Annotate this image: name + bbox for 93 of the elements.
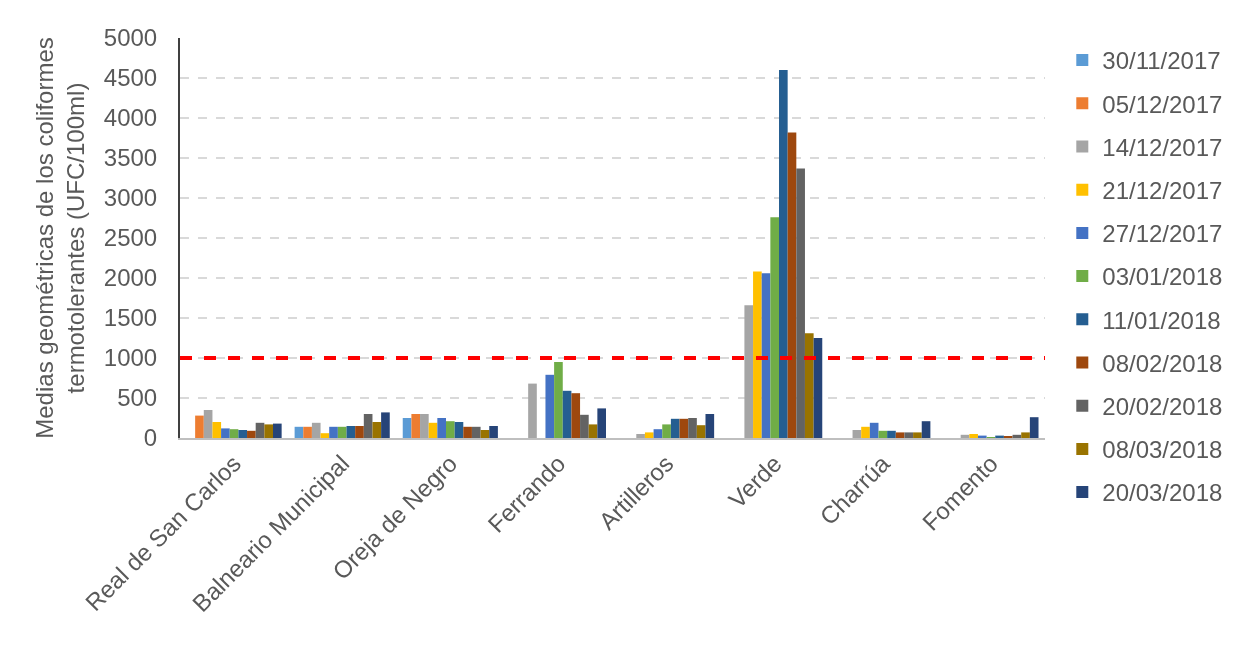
bar xyxy=(480,430,490,438)
legend-label: 08/03/2018 xyxy=(1102,436,1223,464)
bar xyxy=(545,374,555,438)
y-tick-label: 3000 xyxy=(103,184,158,212)
bar xyxy=(372,422,382,438)
legend-label: 20/02/2018 xyxy=(1102,393,1223,421)
legend-label: 21/12/2017 xyxy=(1102,177,1223,205)
bar xyxy=(969,434,978,438)
bar xyxy=(255,422,265,438)
bar xyxy=(813,338,823,438)
bar xyxy=(463,426,472,438)
bar xyxy=(554,362,563,438)
bar xyxy=(696,425,706,438)
bar xyxy=(571,393,581,438)
y-tick-label: 5000 xyxy=(103,24,158,52)
bar xyxy=(921,421,931,438)
legend-label: 20/03/2018 xyxy=(1102,479,1223,507)
bar xyxy=(272,423,282,438)
bar xyxy=(229,429,239,438)
bar xyxy=(688,418,697,438)
y-tick-label: 500 xyxy=(117,384,158,412)
bar xyxy=(411,414,421,438)
bar xyxy=(420,414,429,438)
y-axis-title: Medias geométricas de los coliformes termotolerantes (UFC/100ml) xyxy=(31,37,90,439)
bar xyxy=(779,70,788,438)
bar xyxy=(303,426,312,438)
bar xyxy=(381,412,390,438)
bar xyxy=(489,426,498,438)
bar xyxy=(337,426,347,438)
bar xyxy=(437,418,446,438)
bar xyxy=(1021,432,1030,438)
y-tick-label: 1500 xyxy=(103,304,158,332)
bar xyxy=(869,422,879,438)
bar xyxy=(320,433,330,438)
legend-label: 08/02/2018 xyxy=(1102,349,1223,377)
bar xyxy=(770,217,780,438)
y-tick-label: 2000 xyxy=(103,264,158,292)
bar xyxy=(1029,417,1039,438)
bar xyxy=(913,432,922,438)
legend-label: 14/12/2017 xyxy=(1102,133,1223,161)
legend-label: 11/01/2018 xyxy=(1102,306,1221,334)
y-tick-label: 3500 xyxy=(103,144,158,172)
bar xyxy=(662,424,671,438)
bar xyxy=(705,414,715,438)
bar xyxy=(528,383,537,438)
y-tick-label: 1000 xyxy=(103,344,158,372)
bar xyxy=(588,424,598,438)
legend-label: 30/11/2017 xyxy=(1102,47,1221,75)
bar xyxy=(346,426,356,438)
bar xyxy=(670,418,680,438)
y-tick-label: 4000 xyxy=(103,104,158,132)
bar xyxy=(203,410,213,438)
bar xyxy=(562,390,572,438)
bar xyxy=(428,422,438,438)
bar xyxy=(753,271,762,438)
bar xyxy=(787,132,797,438)
bar xyxy=(195,415,204,438)
bar xyxy=(355,426,364,438)
legend-label: 03/01/2018 xyxy=(1102,263,1223,291)
bar xyxy=(804,333,814,438)
bar xyxy=(861,426,870,438)
bar xyxy=(454,422,464,438)
bar xyxy=(311,422,321,438)
bar xyxy=(363,414,373,438)
y-tick-label: 4500 xyxy=(103,64,158,92)
bar xyxy=(887,430,896,438)
bar xyxy=(644,432,654,438)
bar xyxy=(904,432,914,438)
bar xyxy=(580,414,589,438)
bar xyxy=(895,432,905,438)
y-tick-label: 2500 xyxy=(103,224,158,252)
y-tick-label: 0 xyxy=(143,424,158,452)
bar xyxy=(761,273,771,438)
bar xyxy=(852,430,862,438)
bar xyxy=(294,426,304,438)
bar xyxy=(445,421,455,438)
bar xyxy=(653,429,663,438)
bar xyxy=(402,418,412,438)
bar xyxy=(221,428,230,438)
bar xyxy=(247,430,256,438)
bar xyxy=(212,422,222,438)
legend-label: 27/12/2017 xyxy=(1102,220,1223,248)
bar xyxy=(796,168,805,438)
bar xyxy=(878,430,888,438)
bar xyxy=(329,426,338,438)
bar xyxy=(744,305,754,438)
bar xyxy=(597,408,607,438)
bar xyxy=(636,434,645,438)
bar xyxy=(471,426,481,438)
legend-label: 05/12/2017 xyxy=(1102,90,1223,118)
bar xyxy=(679,418,689,438)
bar xyxy=(264,424,273,438)
bar xyxy=(238,430,248,438)
